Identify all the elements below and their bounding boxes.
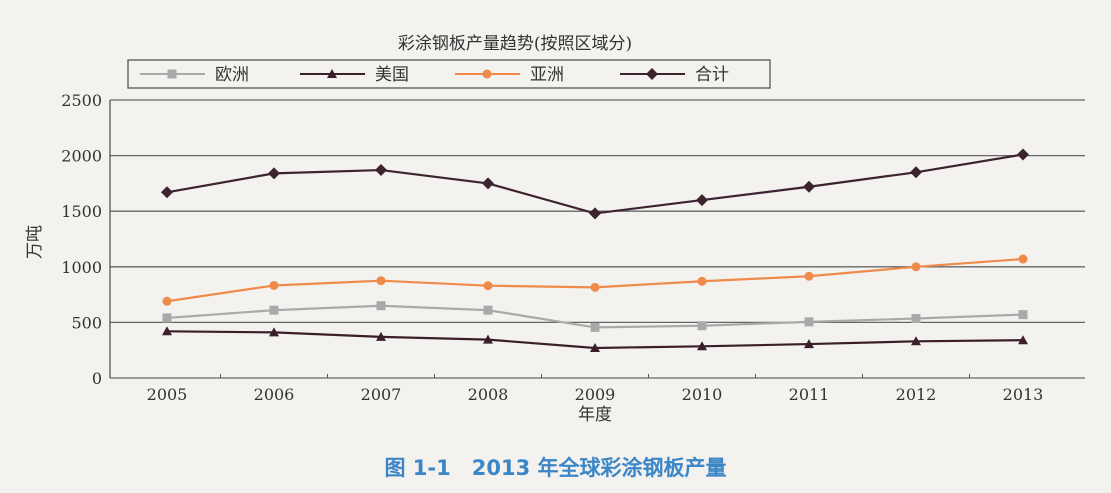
marker-triangle: [697, 341, 707, 351]
x-tick-label: 2013: [1003, 385, 1044, 404]
marker-diamond: [910, 166, 922, 179]
marker-square: [376, 301, 386, 311]
marker-square: [697, 321, 707, 331]
marker-diamond: [161, 186, 173, 199]
x-tick-label: 2007: [361, 385, 402, 404]
marker-triangle: [269, 327, 279, 337]
legend-label: 美国: [375, 65, 409, 85]
legend-label: 欧洲: [215, 65, 249, 85]
chart-title: 彩涂钢板产量趋势(按照区域分): [398, 34, 632, 54]
marker-square: [911, 314, 921, 324]
marker-diamond: [696, 194, 708, 207]
marker-circle: [162, 296, 172, 306]
marker-triangle: [162, 326, 172, 336]
marker-triangle: [483, 334, 493, 344]
x-tick-label: 2008: [468, 385, 509, 404]
marker-square: [1018, 310, 1028, 320]
marker-circle: [590, 282, 600, 292]
marker-triangle: [804, 339, 814, 349]
x-axis-label: 年度: [578, 405, 612, 425]
y-tick-label: 1000: [61, 258, 102, 277]
marker-diamond: [482, 177, 494, 190]
series-line: [166, 153, 1024, 215]
marker-square: [269, 305, 279, 315]
x-tick-label: 2011: [789, 385, 830, 404]
marker-circle: [697, 276, 707, 286]
marker-diamond: [1017, 148, 1029, 161]
x-tick-label: 2006: [254, 385, 295, 404]
x-tick-label: 2009: [575, 385, 616, 404]
marker-diamond: [268, 167, 280, 180]
legend-label: 亚洲: [530, 65, 564, 85]
marker-diamond: [375, 164, 387, 177]
marker-circle: [376, 276, 386, 286]
x-tick-label: 2005: [147, 385, 188, 404]
legend-label: 合计: [695, 65, 729, 85]
marker-triangle: [327, 69, 337, 78]
marker-diamond: [589, 207, 601, 220]
marker-circle: [804, 271, 814, 281]
marker-diamond: [803, 180, 815, 193]
marker-circle: [482, 69, 492, 79]
y-tick-label: 0: [92, 369, 102, 388]
y-tick-label: 1500: [61, 202, 102, 221]
marker-circle: [911, 262, 921, 272]
marker-circle: [1018, 254, 1028, 264]
y-tick-label: 2000: [61, 147, 102, 166]
marker-square: [167, 69, 177, 79]
marker-diamond: [646, 68, 658, 80]
marker-triangle: [376, 331, 386, 341]
x-tick-label: 2012: [896, 385, 937, 404]
x-tick-label: 2010: [682, 385, 723, 404]
marker-triangle: [1018, 335, 1028, 345]
marker-square: [590, 322, 600, 332]
series-line: [166, 257, 1024, 303]
marker-square: [483, 305, 493, 315]
y-tick-label: 2500: [61, 91, 102, 110]
marker-square: [804, 317, 814, 327]
legend-box: [127, 59, 771, 89]
marker-circle: [483, 281, 493, 291]
marker-circle: [269, 280, 279, 290]
figure-caption: 图 1-1 2013 年全球彩涂钢板产量: [384, 456, 727, 480]
marker-triangle: [911, 336, 921, 346]
marker-square: [162, 313, 172, 323]
y-axis-label: 万吨: [25, 225, 45, 259]
marker-triangle: [590, 342, 600, 352]
y-tick-label: 500: [71, 313, 102, 332]
